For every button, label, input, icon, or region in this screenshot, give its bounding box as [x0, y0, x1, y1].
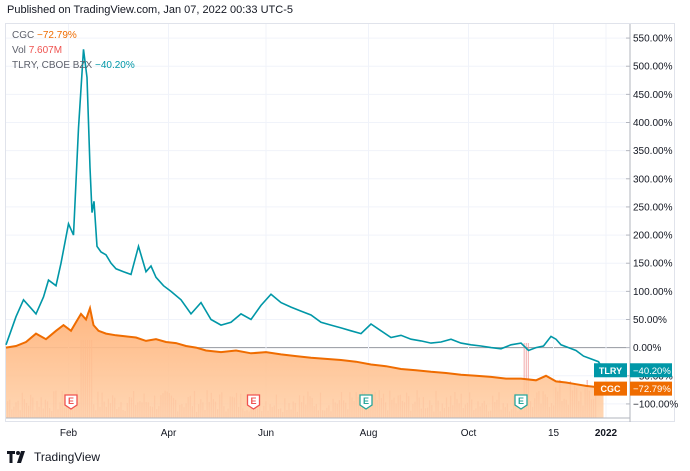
last-value-badges: TLRY −40.20% CGC −72.79% — [594, 363, 672, 396]
y-tick-label: 50.00% — [633, 315, 667, 326]
x-axis: Feb Apr Jun Aug Oct 15 2022 — [6, 417, 630, 439]
chart-legend: CGC −72.79% Vol 7.607M TLRY, CBOE BZX −4… — [12, 28, 135, 73]
published-caption: Published on TradingView.com, Jan 07, 20… — [7, 4, 293, 16]
x-tick-label: 15 — [548, 428, 560, 439]
legend-tlry-value: −40.20% — [95, 60, 135, 71]
y-tick-label: 200.00% — [633, 231, 673, 242]
y-tick-label: −100.00% — [633, 399, 678, 410]
y-axis: 550.00% 500.00% 450.00% 400.00% 350.00% 300.0… — [626, 24, 678, 422]
x-tick-label: Feb — [60, 428, 78, 439]
earnings-marker-label: E — [68, 396, 74, 406]
earnings-marker-4: E — [514, 394, 528, 410]
earnings-marker-shape — [359, 394, 373, 410]
earnings-marker-3: E — [359, 394, 373, 410]
series-lines — [5, 49, 605, 390]
legend-tlry-symbol: TLRY, CBOE BZX — [12, 60, 93, 71]
tlry-badge-value: −40.20% — [633, 366, 671, 377]
y-tick-label: 300.00% — [633, 174, 673, 185]
cgc-line — [5, 304, 604, 390]
legend-vol[interactable]: Vol 7.607M — [12, 43, 135, 58]
y-tick-label: 550.00% — [633, 34, 673, 45]
earnings-marker-shape — [514, 394, 528, 410]
cgc-badge-value: −72.79% — [633, 384, 671, 395]
tlry-badge: TLRY −40.20% — [594, 363, 672, 378]
series-areas — [6, 308, 604, 418]
y-tick-label: 500.00% — [633, 62, 673, 73]
legend-tlry[interactable]: TLRY, CBOE BZX −40.20% — [12, 58, 135, 73]
earnings-marker-1: E — [64, 394, 78, 410]
x-tick-label: Jun — [258, 428, 274, 439]
y-tick-label: 400.00% — [633, 118, 673, 129]
tlry-badge-name: TLRY — [599, 366, 622, 376]
cgc-badge-value-bg — [630, 381, 672, 396]
footer-brand[interactable]: TradingView — [6, 448, 100, 466]
cgc-badge-name-bg — [594, 381, 627, 396]
tlry-badge-value-bg — [630, 363, 672, 378]
cgc-badge: CGC −72.79% — [594, 381, 672, 396]
legend-cgc[interactable]: CGC −72.79% — [12, 28, 135, 43]
cgc-area — [6, 308, 604, 418]
legend-vol-symbol: Vol — [12, 45, 26, 56]
footer-brand-label: TradingView — [34, 450, 101, 464]
earnings-marker-shape — [246, 394, 261, 410]
earnings-marker-shape — [64, 394, 78, 410]
y-tick-label: 350.00% — [633, 146, 673, 157]
legend-cgc-symbol: CGC — [12, 30, 35, 41]
legend-cgc-value: −72.79% — [37, 30, 77, 41]
y-tick-label: 150.00% — [633, 259, 673, 270]
cgc-badge-name: CGC — [601, 384, 622, 394]
tradingview-logo-icon — [7, 451, 25, 463]
tlry-badge-name-bg — [594, 363, 627, 378]
x-tick-label: Aug — [360, 428, 378, 439]
earnings-marker-2: E — [246, 394, 261, 410]
x-tick-label: 2022 — [595, 428, 618, 439]
x-tick-label: Oct — [461, 428, 477, 439]
earnings-marker-label: E — [250, 396, 256, 406]
legend-vol-value: 7.607M — [28, 45, 63, 56]
tlry-line — [5, 49, 605, 371]
x-tick-label: Apr — [161, 428, 177, 439]
earnings-marker-label: E — [518, 396, 524, 406]
y-tick-label: 0.00% — [633, 343, 661, 354]
y-tick-label: 250.00% — [633, 202, 673, 213]
y-tick-label: 100.00% — [633, 287, 673, 298]
earnings-marker-label: E — [363, 396, 369, 406]
y-tick-label: 450.00% — [633, 90, 673, 101]
chart-frame — [5, 23, 675, 422]
